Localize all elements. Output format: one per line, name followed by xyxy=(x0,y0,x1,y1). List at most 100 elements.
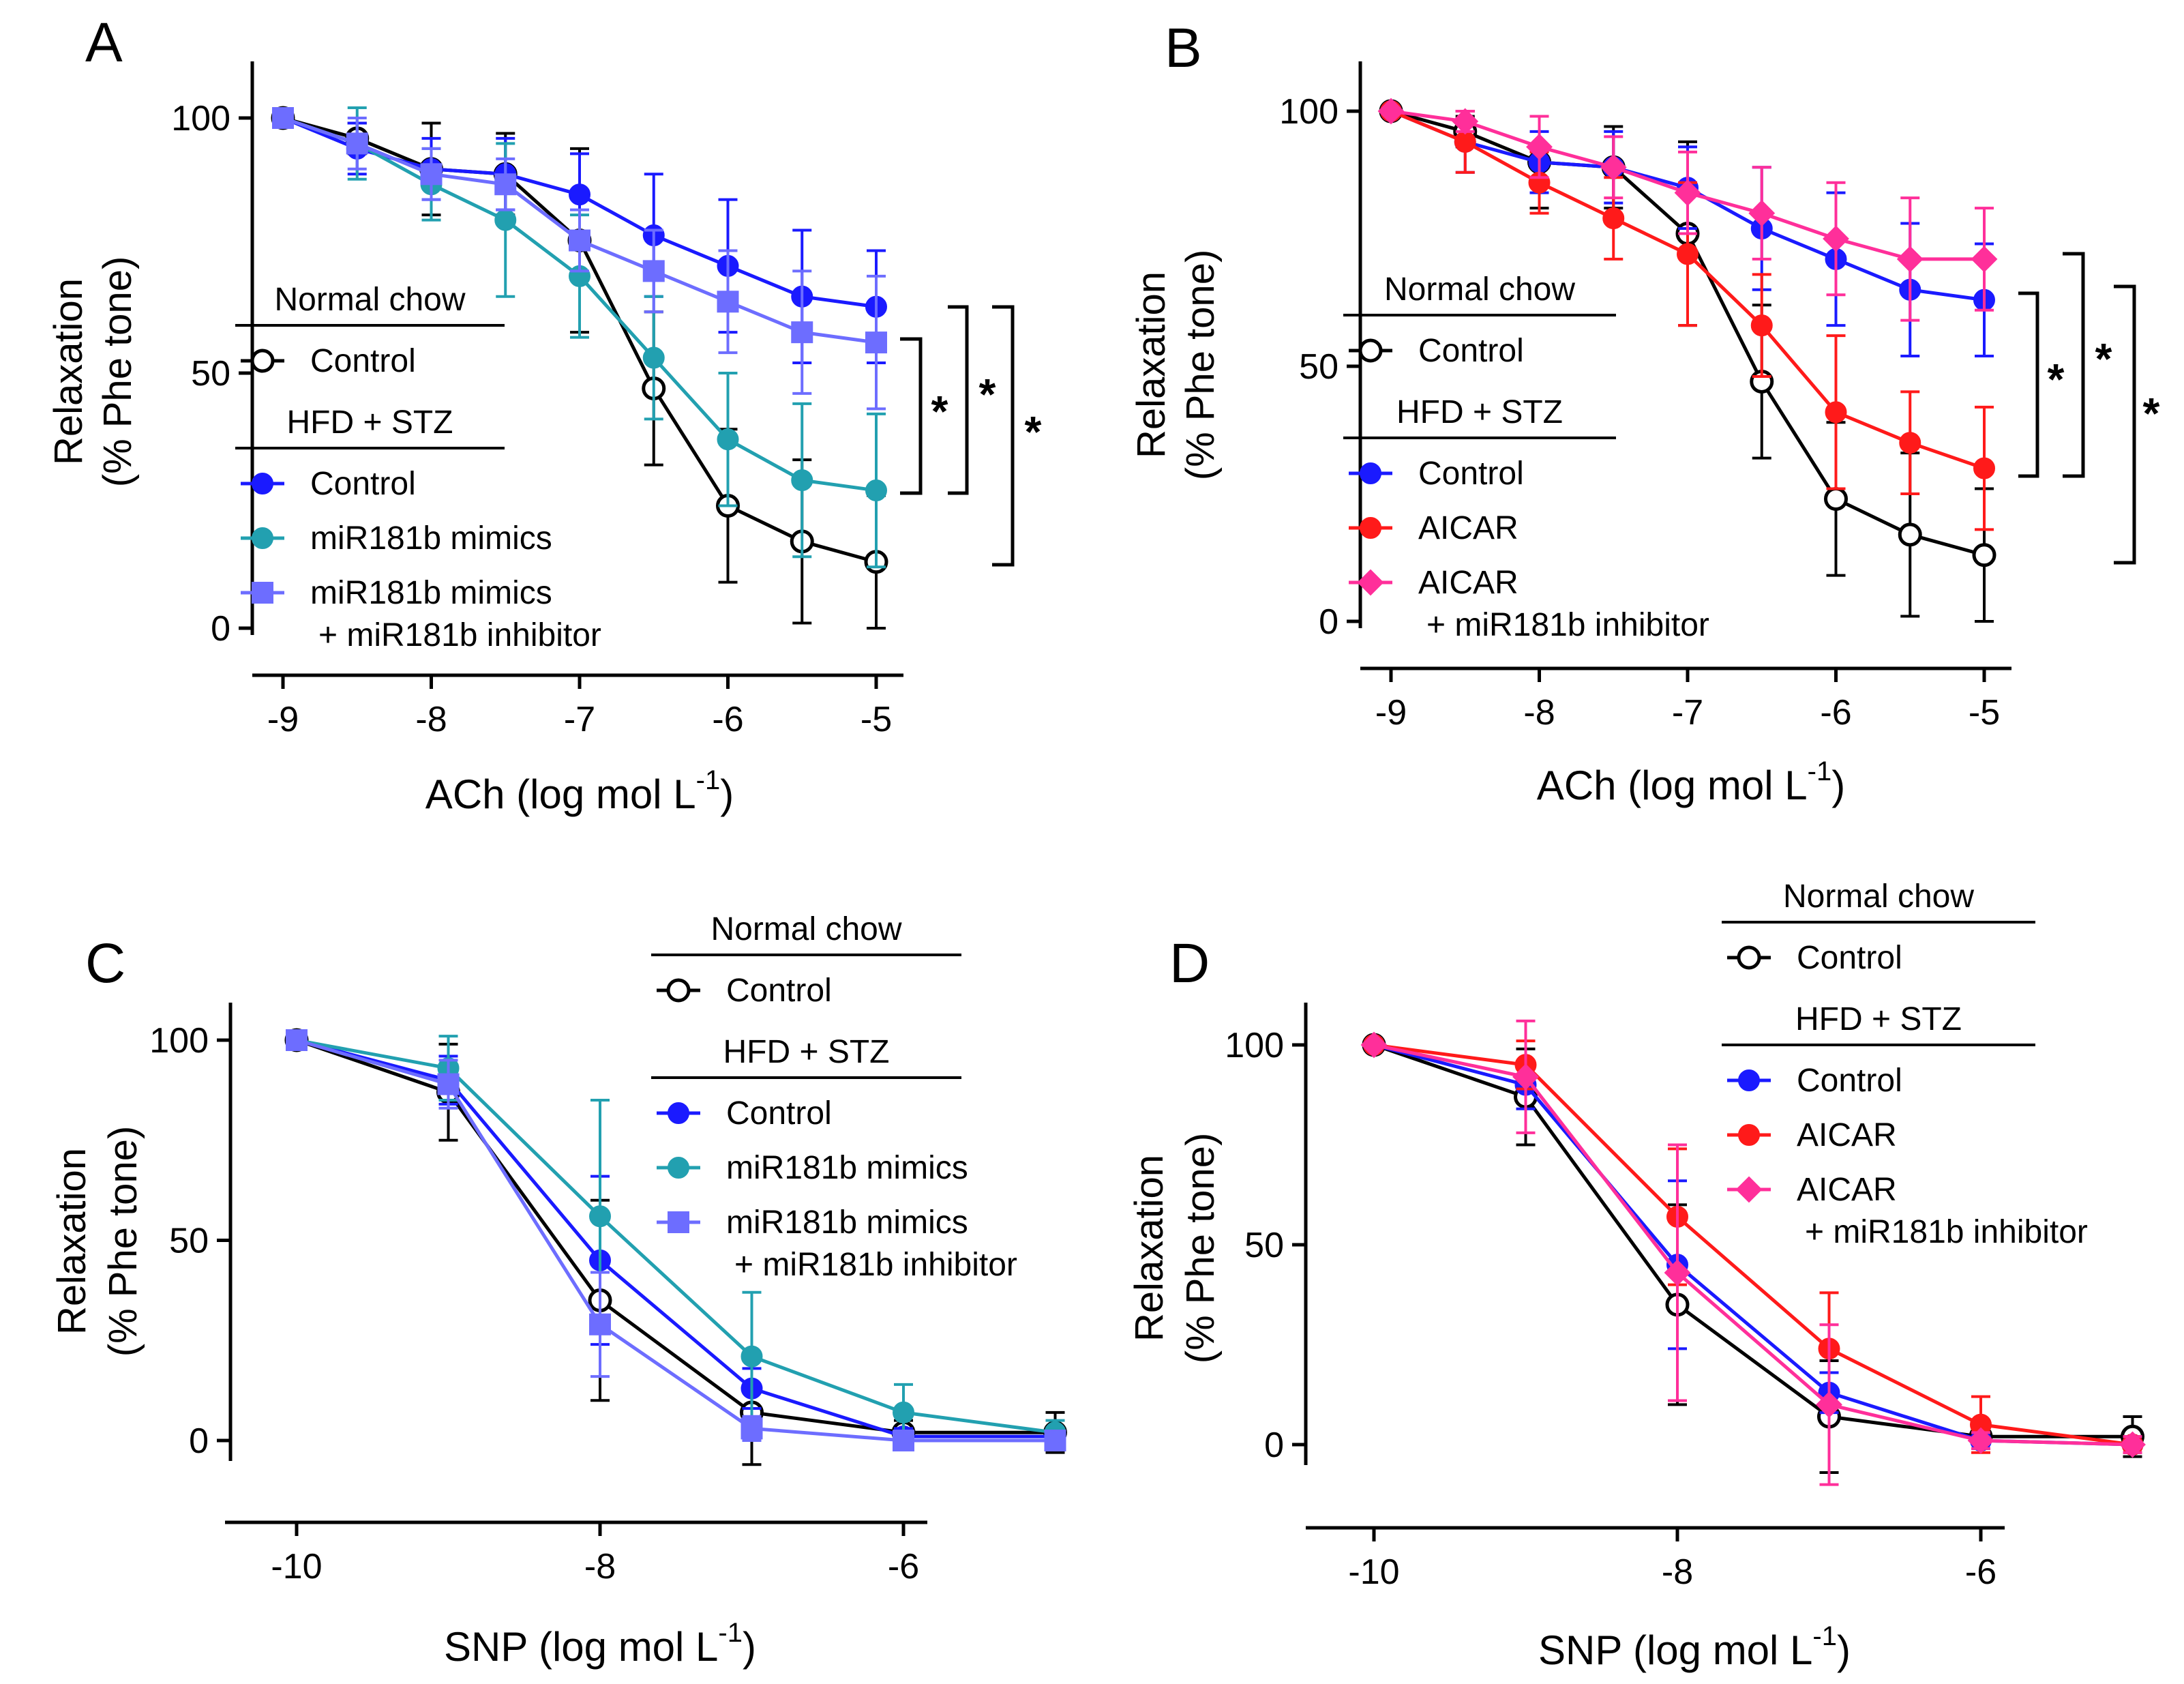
data-point xyxy=(1973,457,1995,479)
data-point xyxy=(1452,108,1479,135)
legend-marker xyxy=(1738,1069,1760,1091)
data-point xyxy=(1816,1391,1842,1418)
data-point xyxy=(1677,243,1699,265)
legend-group-title: Normal chow xyxy=(1783,878,1974,915)
bracket-line xyxy=(2063,252,2085,478)
significance-star: * xyxy=(2095,334,2112,383)
legend-marker xyxy=(252,582,273,604)
legend-marker xyxy=(1360,462,1381,484)
significance-star: * xyxy=(1025,407,1042,456)
data-point xyxy=(286,1029,308,1051)
x-tick-label: -5 xyxy=(1969,693,2000,733)
legend-label: + miR181b inhibitor xyxy=(1426,607,1709,643)
x-axis-label-sup: -1 xyxy=(1812,1621,1837,1651)
x-axis-label: SNP (log mol L-1) xyxy=(444,1618,756,1670)
series-line xyxy=(296,1038,1056,1434)
y-tick-label: 100 xyxy=(171,99,230,138)
y-axis-label-line1: Relaxation xyxy=(46,278,91,465)
y-tick-label: 100 xyxy=(1225,1026,1284,1065)
x-axis-label-end: ) xyxy=(1831,763,1845,808)
panel-b: B 0 50 100 -9 -8 -7 -6 -5 Relaxation (% Phe tone)… xyxy=(1129,17,2160,808)
panel-a-legend: Normal chow Control HFD + STZ Control miR181… xyxy=(235,282,601,653)
data-point xyxy=(1972,543,1996,567)
legend-marker xyxy=(252,527,273,549)
bracket-line xyxy=(2114,284,2136,565)
legend-label: Control xyxy=(1418,456,1524,492)
legend-marker xyxy=(668,1102,689,1124)
bracket-line xyxy=(992,305,1015,567)
legend-marker xyxy=(1735,1176,1763,1203)
significance-bracket: * xyxy=(992,305,1042,567)
legend-entry: miR181b mimics + miR181b inhibitor xyxy=(241,575,601,653)
legend-label: Control xyxy=(1418,333,1524,369)
panel-d-plot: 0 50 100 -10 -8 -6 Relaxation (% Phe tone) SNP (… xyxy=(1127,1003,2146,1673)
x-tick-label: -9 xyxy=(1375,693,1407,733)
legend-entry: Control xyxy=(1727,1063,1902,1099)
bracket-line xyxy=(2018,291,2039,478)
data-point xyxy=(1824,486,1848,511)
data-point xyxy=(1377,98,1405,125)
data-point xyxy=(1602,207,1625,230)
bracket-line xyxy=(948,305,969,495)
legend-marker xyxy=(252,473,273,494)
x-axis-label-end: ) xyxy=(743,1624,756,1670)
y-tick-label: 0 xyxy=(1264,1426,1284,1465)
data-point xyxy=(420,163,443,186)
legend-label: + miR181b inhibitor xyxy=(734,1247,1017,1283)
x-axis-label: ACh (log mol L-1) xyxy=(1537,756,1845,808)
data-point xyxy=(272,107,294,129)
data-point xyxy=(1750,314,1773,337)
legend-label: miR181b mimics xyxy=(726,1205,968,1241)
legend-marker xyxy=(1358,338,1383,363)
series-line xyxy=(1373,1043,2133,1447)
x-axis-label-main: SNP (log mol L xyxy=(1538,1627,1812,1673)
legend-label: + miR181b inhibitor xyxy=(318,617,601,653)
data-point xyxy=(1664,1259,1691,1286)
x-axis-label-sup: -1 xyxy=(718,1618,743,1648)
panel-d: D 0 50 100 -10 -8 -6 Relaxation (% Phe tone) SNP… xyxy=(1127,878,2146,1673)
data-point xyxy=(893,1401,914,1423)
significance-star: * xyxy=(2048,355,2065,404)
significance-bracket: * xyxy=(2018,291,2065,478)
x-axis-label-main: ACh (log mol L xyxy=(1537,763,1808,808)
legend-entry: AICAR xyxy=(1349,510,1519,546)
significance-star: * xyxy=(979,370,996,419)
panel-letter-d: D xyxy=(1169,932,1210,994)
data-point xyxy=(741,1417,763,1440)
x-tick-label: -10 xyxy=(1348,1552,1399,1592)
y-tick-label: 0 xyxy=(189,1421,209,1461)
legend-label: Control xyxy=(310,343,416,379)
y-tick-label: 50 xyxy=(191,354,230,394)
panel-letter-a: A xyxy=(85,12,123,74)
series-mir181b-mimics-mir181b-inhibitor xyxy=(272,107,887,411)
y-axis-label-line1: Relaxation xyxy=(1127,1155,1171,1342)
legend-group-title: HFD + STZ xyxy=(1795,1001,1962,1037)
legend-entry: AICAR + miR181b inhibitor xyxy=(1727,1172,2088,1250)
legend-label: AICAR xyxy=(1797,1117,1897,1153)
data-point xyxy=(1967,1427,1994,1454)
legend-entry: Control xyxy=(1349,456,1524,492)
x-tick-label: -5 xyxy=(861,700,892,739)
significance-bracket: * xyxy=(2114,284,2160,565)
panel-c: C 0 50 100 -10 -8 -6 Relaxation (% Phe tone) SNP… xyxy=(50,911,1067,1670)
legend-marker xyxy=(1360,517,1381,539)
legend-label: miR181b mimics xyxy=(310,575,552,611)
legend-label: Control xyxy=(726,1095,832,1132)
legend-label: Control xyxy=(726,973,832,1009)
data-point xyxy=(1825,401,1847,424)
significance-bracket: * xyxy=(2063,252,2112,478)
y-tick-label: 0 xyxy=(211,609,230,649)
y-tick-label: 50 xyxy=(169,1222,209,1261)
series-aicar-mir181b-inhibitor xyxy=(1377,98,1998,322)
legend-marker xyxy=(1737,945,1761,970)
legend-entry: AICAR xyxy=(1727,1117,1897,1153)
legend-marker xyxy=(1738,1124,1760,1146)
panel-c-legend: Normal chow Control HFD + STZ Control miR181… xyxy=(651,911,1017,1283)
data-point xyxy=(865,479,887,502)
data-point xyxy=(589,1205,611,1228)
data-point xyxy=(791,469,813,492)
series-line xyxy=(296,1038,1056,1434)
series-line xyxy=(1373,1043,2133,1438)
